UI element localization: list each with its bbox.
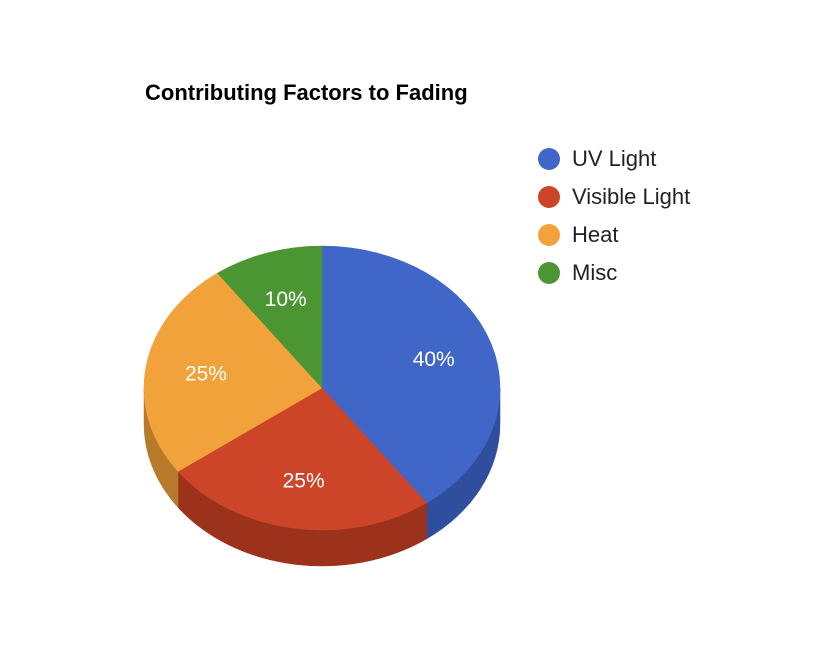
legend-label-heat: Heat (572, 222, 619, 247)
legend-item-heat: Heat (538, 216, 690, 254)
pie-slice-visible-light (177, 387, 428, 531)
slice-label-uv-light: 40% (413, 348, 455, 371)
pie-slices (143, 245, 501, 531)
chart-title: Contributing Factors to Fading (145, 80, 468, 105)
legend-item-misc: Misc (538, 254, 690, 292)
pie-labels: 40% 25% 25% 10% (185, 288, 455, 493)
pie-slice-misc (216, 245, 323, 389)
pie-slice-heat (143, 272, 323, 472)
legend-swatch-uv-light (538, 148, 560, 170)
legend-label-uv-light: UV Light (572, 146, 657, 171)
legend-item-visible-light: Visible Light (538, 178, 690, 216)
slice-label-visible-light: 25% (283, 470, 325, 493)
legend-swatch-misc (538, 262, 560, 284)
legend-label-visible-light: Visible Light (572, 184, 691, 209)
slice-label-misc: 10% (265, 288, 307, 311)
legend-label-misc: Misc (572, 260, 618, 285)
pie-slice-uv-light (321, 245, 501, 504)
legend-item-uv-light: UV Light (538, 140, 690, 178)
slice-label-heat: 25% (185, 362, 227, 385)
legend-swatch-heat (538, 224, 560, 246)
legend: UV Light Visible Light Heat Misc (538, 140, 690, 292)
legend-swatch-visible-light (538, 186, 560, 208)
